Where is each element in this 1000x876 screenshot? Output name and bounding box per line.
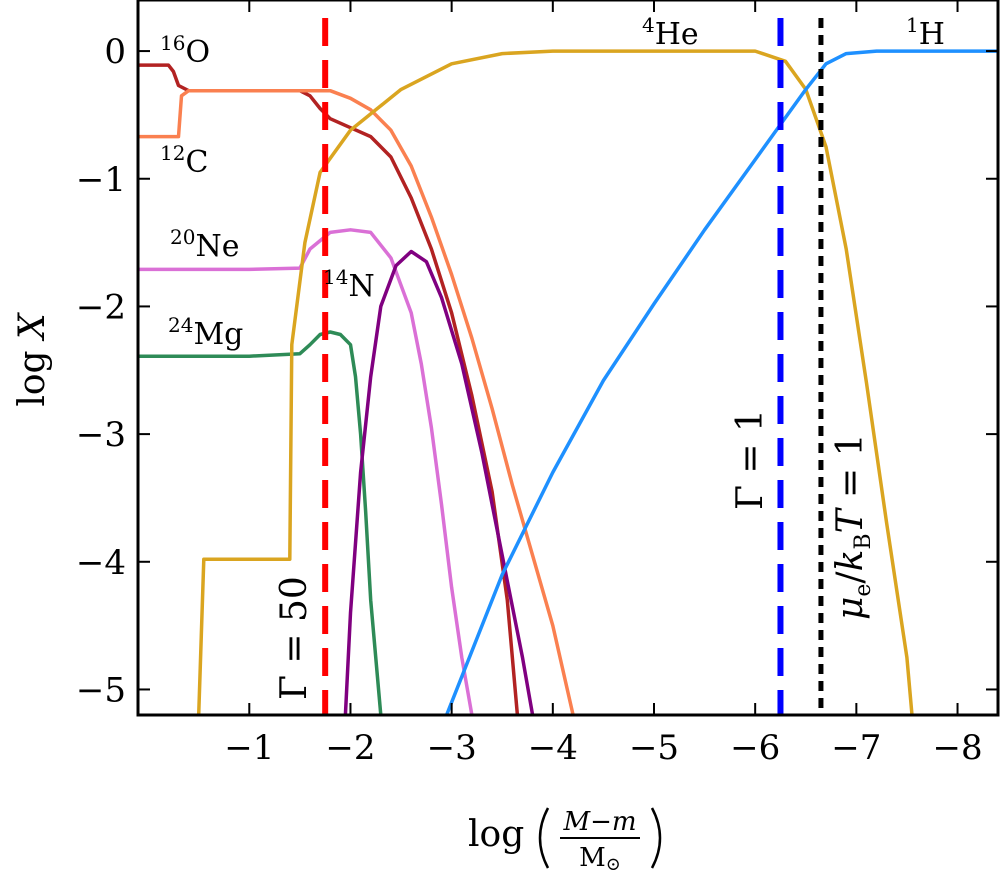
tick-layer: −1 −2 −3 −4 −5 −6 −7 −8 0 −1 −2 −3 −4 −5 [76,0,998,768]
x-axis-title-prefix: log [468,814,524,855]
x-tick-label: −4 [528,728,578,768]
label-20Ne: 20Ne [170,225,239,264]
x-tick-label: −2 [325,728,375,768]
label-mu-kbt: μe/kBT = 1 [830,433,876,620]
plot-background [138,0,998,715]
y-tick-label: −1 [76,160,126,200]
label-4He: 4He [642,13,699,52]
x-tick-label: −5 [629,728,679,768]
y-tick-label: −3 [76,415,126,455]
series-line-24Mg [138,330,383,715]
y-tick-label: −2 [76,287,126,327]
x-axis-title-right-paren [650,807,662,869]
x-tick-label: −3 [427,728,477,768]
series-line-4He [196,49,914,715]
x-axis-title-numerator: M−m [562,807,636,837]
series-line-14N [343,249,535,715]
label-1H: 1H [906,13,945,52]
series-line-12C [138,88,575,715]
x-axis-title-denominator: M⊙ [579,843,621,875]
y-tick-label: 0 [104,32,126,72]
label-12C: 12C [160,141,208,180]
x-tick-label: −1 [224,728,274,768]
series-layer [138,49,998,715]
x-axis-title: log M−m M⊙ [468,807,662,875]
label-14N: 14N [323,265,375,304]
y-tick-label: −4 [76,543,126,583]
series-line-16O [138,63,520,715]
label-gamma-50: Γ = 50 [274,576,315,700]
x-tick-label: −6 [730,728,780,768]
x-tick-label: −8 [932,728,982,768]
label-gamma-1: Γ = 1 [730,409,771,510]
series-line-1H [444,49,998,715]
x-axis-title-left-paren [538,807,550,869]
label-16O: 16O [160,31,210,70]
label-24Mg: 24Mg [168,313,243,352]
y-axis-title: log X [12,312,53,407]
vline-layer [322,18,824,715]
x-tick-label: −7 [831,728,881,768]
y-tick-label: −5 [76,670,126,710]
plot-frame [136,0,1000,717]
